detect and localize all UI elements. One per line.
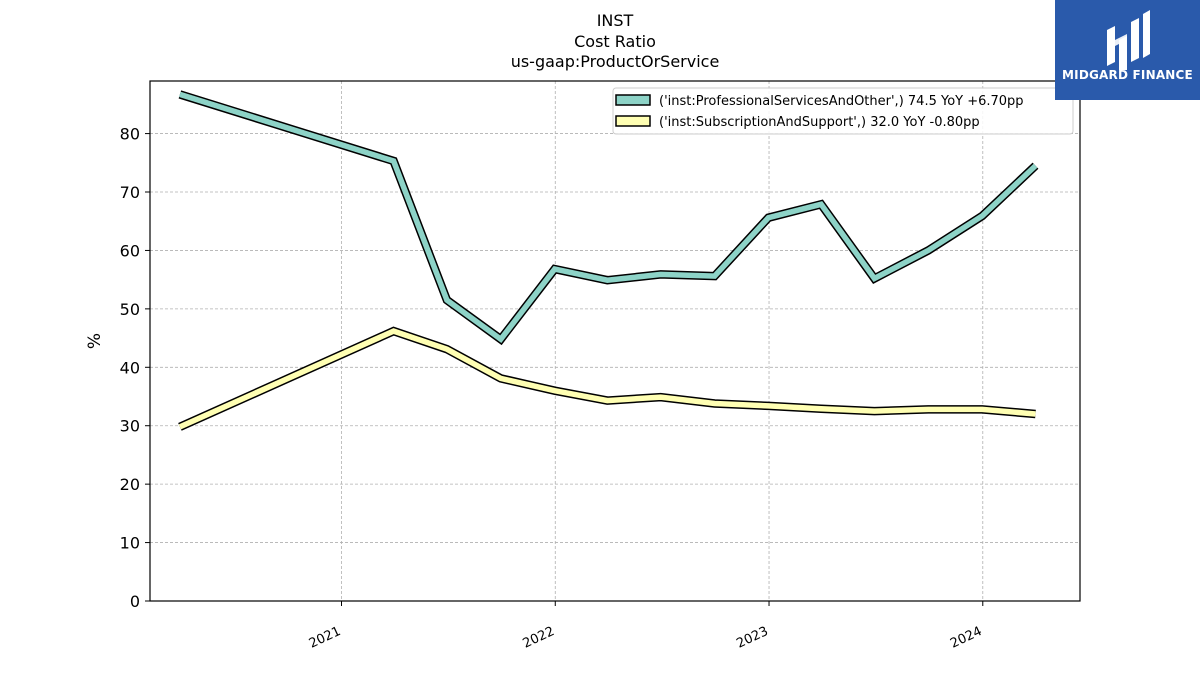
legend-box <box>612 87 1074 135</box>
y-tick-label: 40 <box>120 358 140 377</box>
y-tick-label: 70 <box>120 183 140 202</box>
plot-frame <box>149 80 1081 602</box>
series-line-1 <box>178 328 1036 430</box>
y-tick-label: 10 <box>120 534 140 553</box>
mf-monogram-icon <box>1107 10 1150 70</box>
x-tick-label: 2022 <box>521 624 557 652</box>
x-tick-label: 2024 <box>948 624 984 652</box>
chart-subtitle: Cost Ratio <box>574 32 656 51</box>
chart-title: INST <box>596 11 634 30</box>
midgard-finance-logo: MIDGARD FINANCE <box>1055 0 1200 100</box>
x-tick-label: 2023 <box>734 624 770 652</box>
y-tick-label: 0 <box>130 592 140 611</box>
axes: 0 10 20 30 40 50 60 70 80 2021 2022 2023 2024 <box>120 125 985 652</box>
x-tick-label: 2021 <box>307 624 343 652</box>
y-tick-label: 60 <box>120 241 140 260</box>
chart-concept: us-gaap:ProductOrService <box>510 52 720 71</box>
logo-text: MIDGARD FINANCE <box>1062 68 1193 82</box>
legend-label-professional-services: ('inst:ProfessionalServicesAndOther',) 7… <box>659 94 1024 109</box>
y-tick-label: 30 <box>120 417 140 436</box>
legend-swatch-professional-services <box>615 94 651 106</box>
y-tick-label: 20 <box>120 475 140 494</box>
y-tick-label: 80 <box>120 125 140 144</box>
series-line-0 <box>179 91 1038 343</box>
series-lines <box>178 90 1039 431</box>
grid-lines <box>150 81 1080 602</box>
legend-swatch-subscription-support <box>615 115 651 127</box>
y-tick-label: 50 <box>120 300 140 319</box>
legend: ('inst:ProfessionalServicesAndOther',) 7… <box>612 87 1074 135</box>
y-axis-label: % <box>85 333 105 349</box>
legend-label-subscription-support: ('inst:SubscriptionAndSupport',) 32.0 Yo… <box>659 115 980 130</box>
